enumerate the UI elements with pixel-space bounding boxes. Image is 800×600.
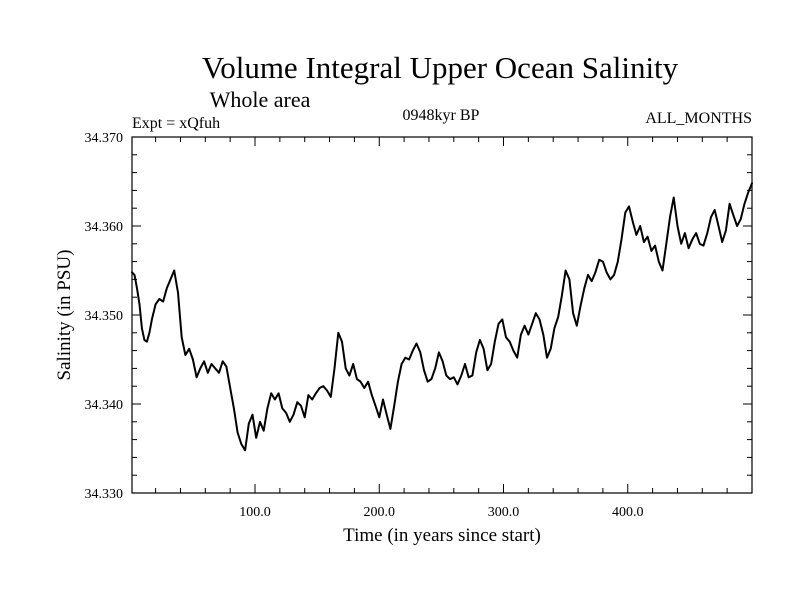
x-tick-label: 200.0 — [364, 505, 396, 520]
y-axis-tick-labels: 34.330 34.340 34.350 34.360 34.370 — [85, 131, 124, 502]
y-axis-label: Salinity (in PSU) — [54, 250, 75, 381]
y-tick-label: 34.340 — [85, 398, 124, 413]
x-axis-tick-labels: 100.0 200.0 300.0 400.0 — [239, 505, 643, 520]
x-axis-ticks — [254, 137, 629, 493]
months-label: ALL_MONTHS — [645, 110, 752, 127]
period-label: 0948kyr BP — [403, 107, 480, 124]
chart-subtitle: Whole area — [210, 87, 311, 112]
minor-ticks — [132, 137, 752, 493]
chart-title: Volume Integral Upper Ocean Salinity — [202, 50, 679, 85]
y-tick-label: 34.370 — [85, 131, 124, 146]
experiment-label: Expt = xQfuh — [132, 115, 220, 132]
x-tick-label: 300.0 — [488, 505, 520, 520]
salinity-series-line — [131, 182, 753, 452]
y-tick-label: 34.360 — [85, 220, 124, 235]
y-tick-label: 34.330 — [85, 487, 124, 502]
x-axis-label: Time (in years since start) — [343, 525, 541, 546]
y-axis-ticks — [132, 136, 752, 494]
x-tick-label: 400.0 — [612, 505, 644, 520]
y-tick-label: 34.350 — [85, 309, 124, 324]
x-tick-label: 100.0 — [239, 505, 271, 520]
